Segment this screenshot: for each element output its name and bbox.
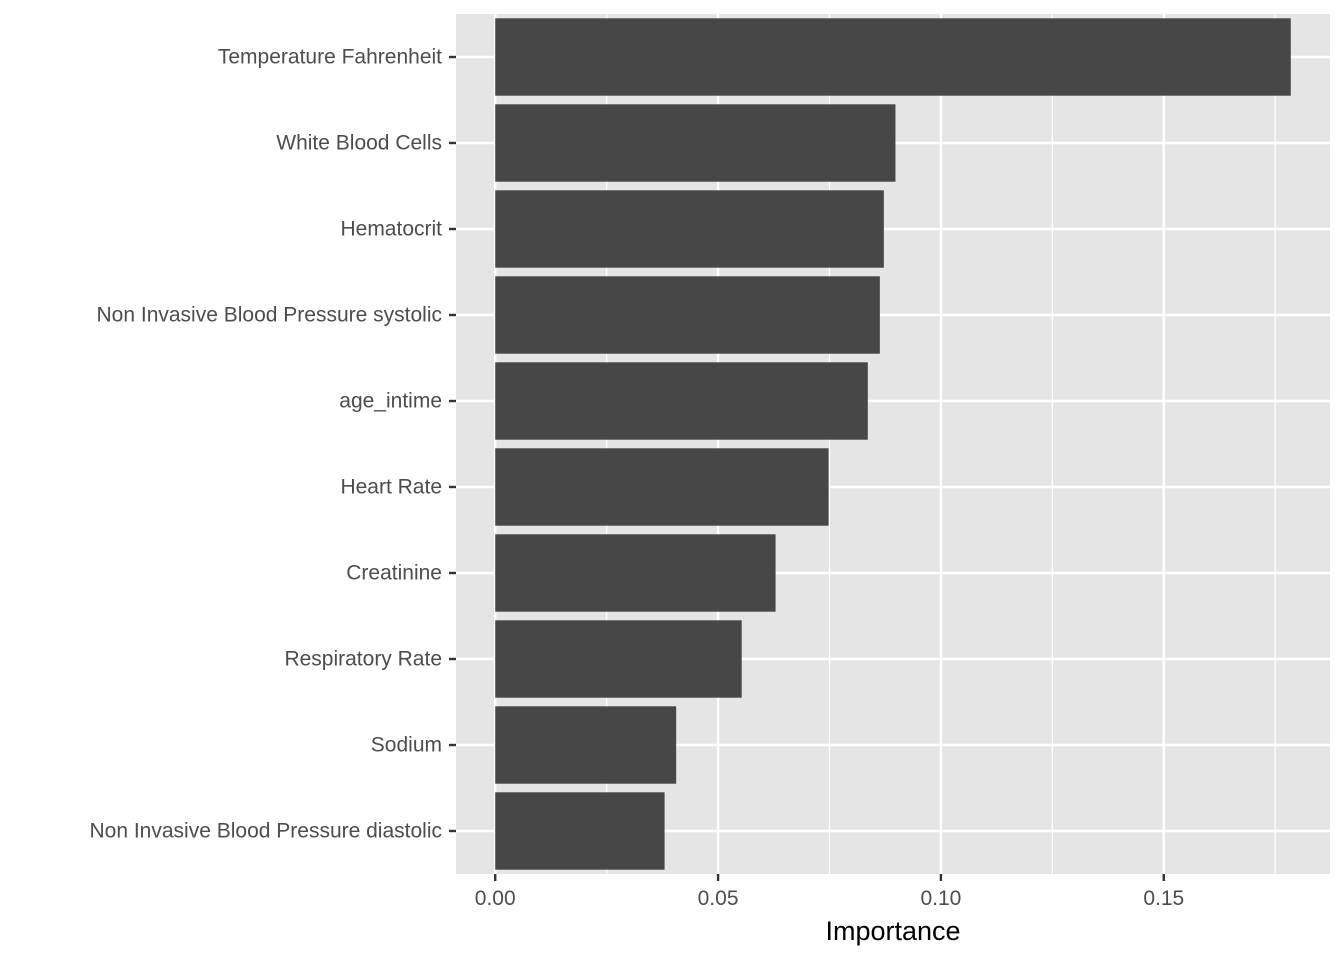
x-axis-title: Importance xyxy=(825,916,960,946)
y-tick-label: Temperature Fahrenheit xyxy=(218,46,442,69)
bar xyxy=(495,362,868,440)
bar xyxy=(495,190,884,268)
y-tick-label: Sodium xyxy=(371,734,442,757)
y-tick-label: Heart Rate xyxy=(340,476,442,499)
bar xyxy=(495,104,896,182)
bar xyxy=(495,448,829,526)
bar xyxy=(495,18,1291,96)
y-tick-label: Non Invasive Blood Pressure systolic xyxy=(97,304,443,327)
x-tick-label: 0.05 xyxy=(698,887,739,910)
y-tick-label: age_intime xyxy=(339,390,442,413)
x-axis: 0.00 0.05 0.10 0.15 xyxy=(475,874,1184,910)
bar xyxy=(495,534,776,612)
bar xyxy=(495,706,677,784)
x-tick-label: 0.00 xyxy=(475,887,516,910)
bar xyxy=(495,276,880,354)
y-tick-label: Respiratory Rate xyxy=(284,648,442,671)
x-tick-label: 0.15 xyxy=(1143,887,1184,910)
x-tick-label: 0.10 xyxy=(920,887,961,910)
bars xyxy=(495,18,1291,870)
y-tick-label: Hematocrit xyxy=(340,218,442,241)
bar xyxy=(495,792,665,870)
y-tick-label: White Blood Cells xyxy=(276,132,442,155)
y-axis: Temperature Fahrenheit White Blood Cells H… xyxy=(89,46,456,843)
y-tick-label: Non Invasive Blood Pressure diastolic xyxy=(89,820,442,843)
y-tick-label: Creatinine xyxy=(346,562,442,585)
bar xyxy=(495,620,742,698)
